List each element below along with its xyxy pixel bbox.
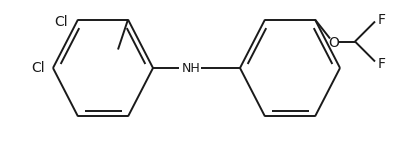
- Text: F: F: [378, 57, 386, 71]
- Text: O: O: [328, 36, 339, 50]
- Text: Cl: Cl: [55, 14, 68, 29]
- Text: F: F: [378, 12, 386, 26]
- Text: Cl: Cl: [31, 61, 45, 75]
- Text: NH: NH: [182, 62, 201, 76]
